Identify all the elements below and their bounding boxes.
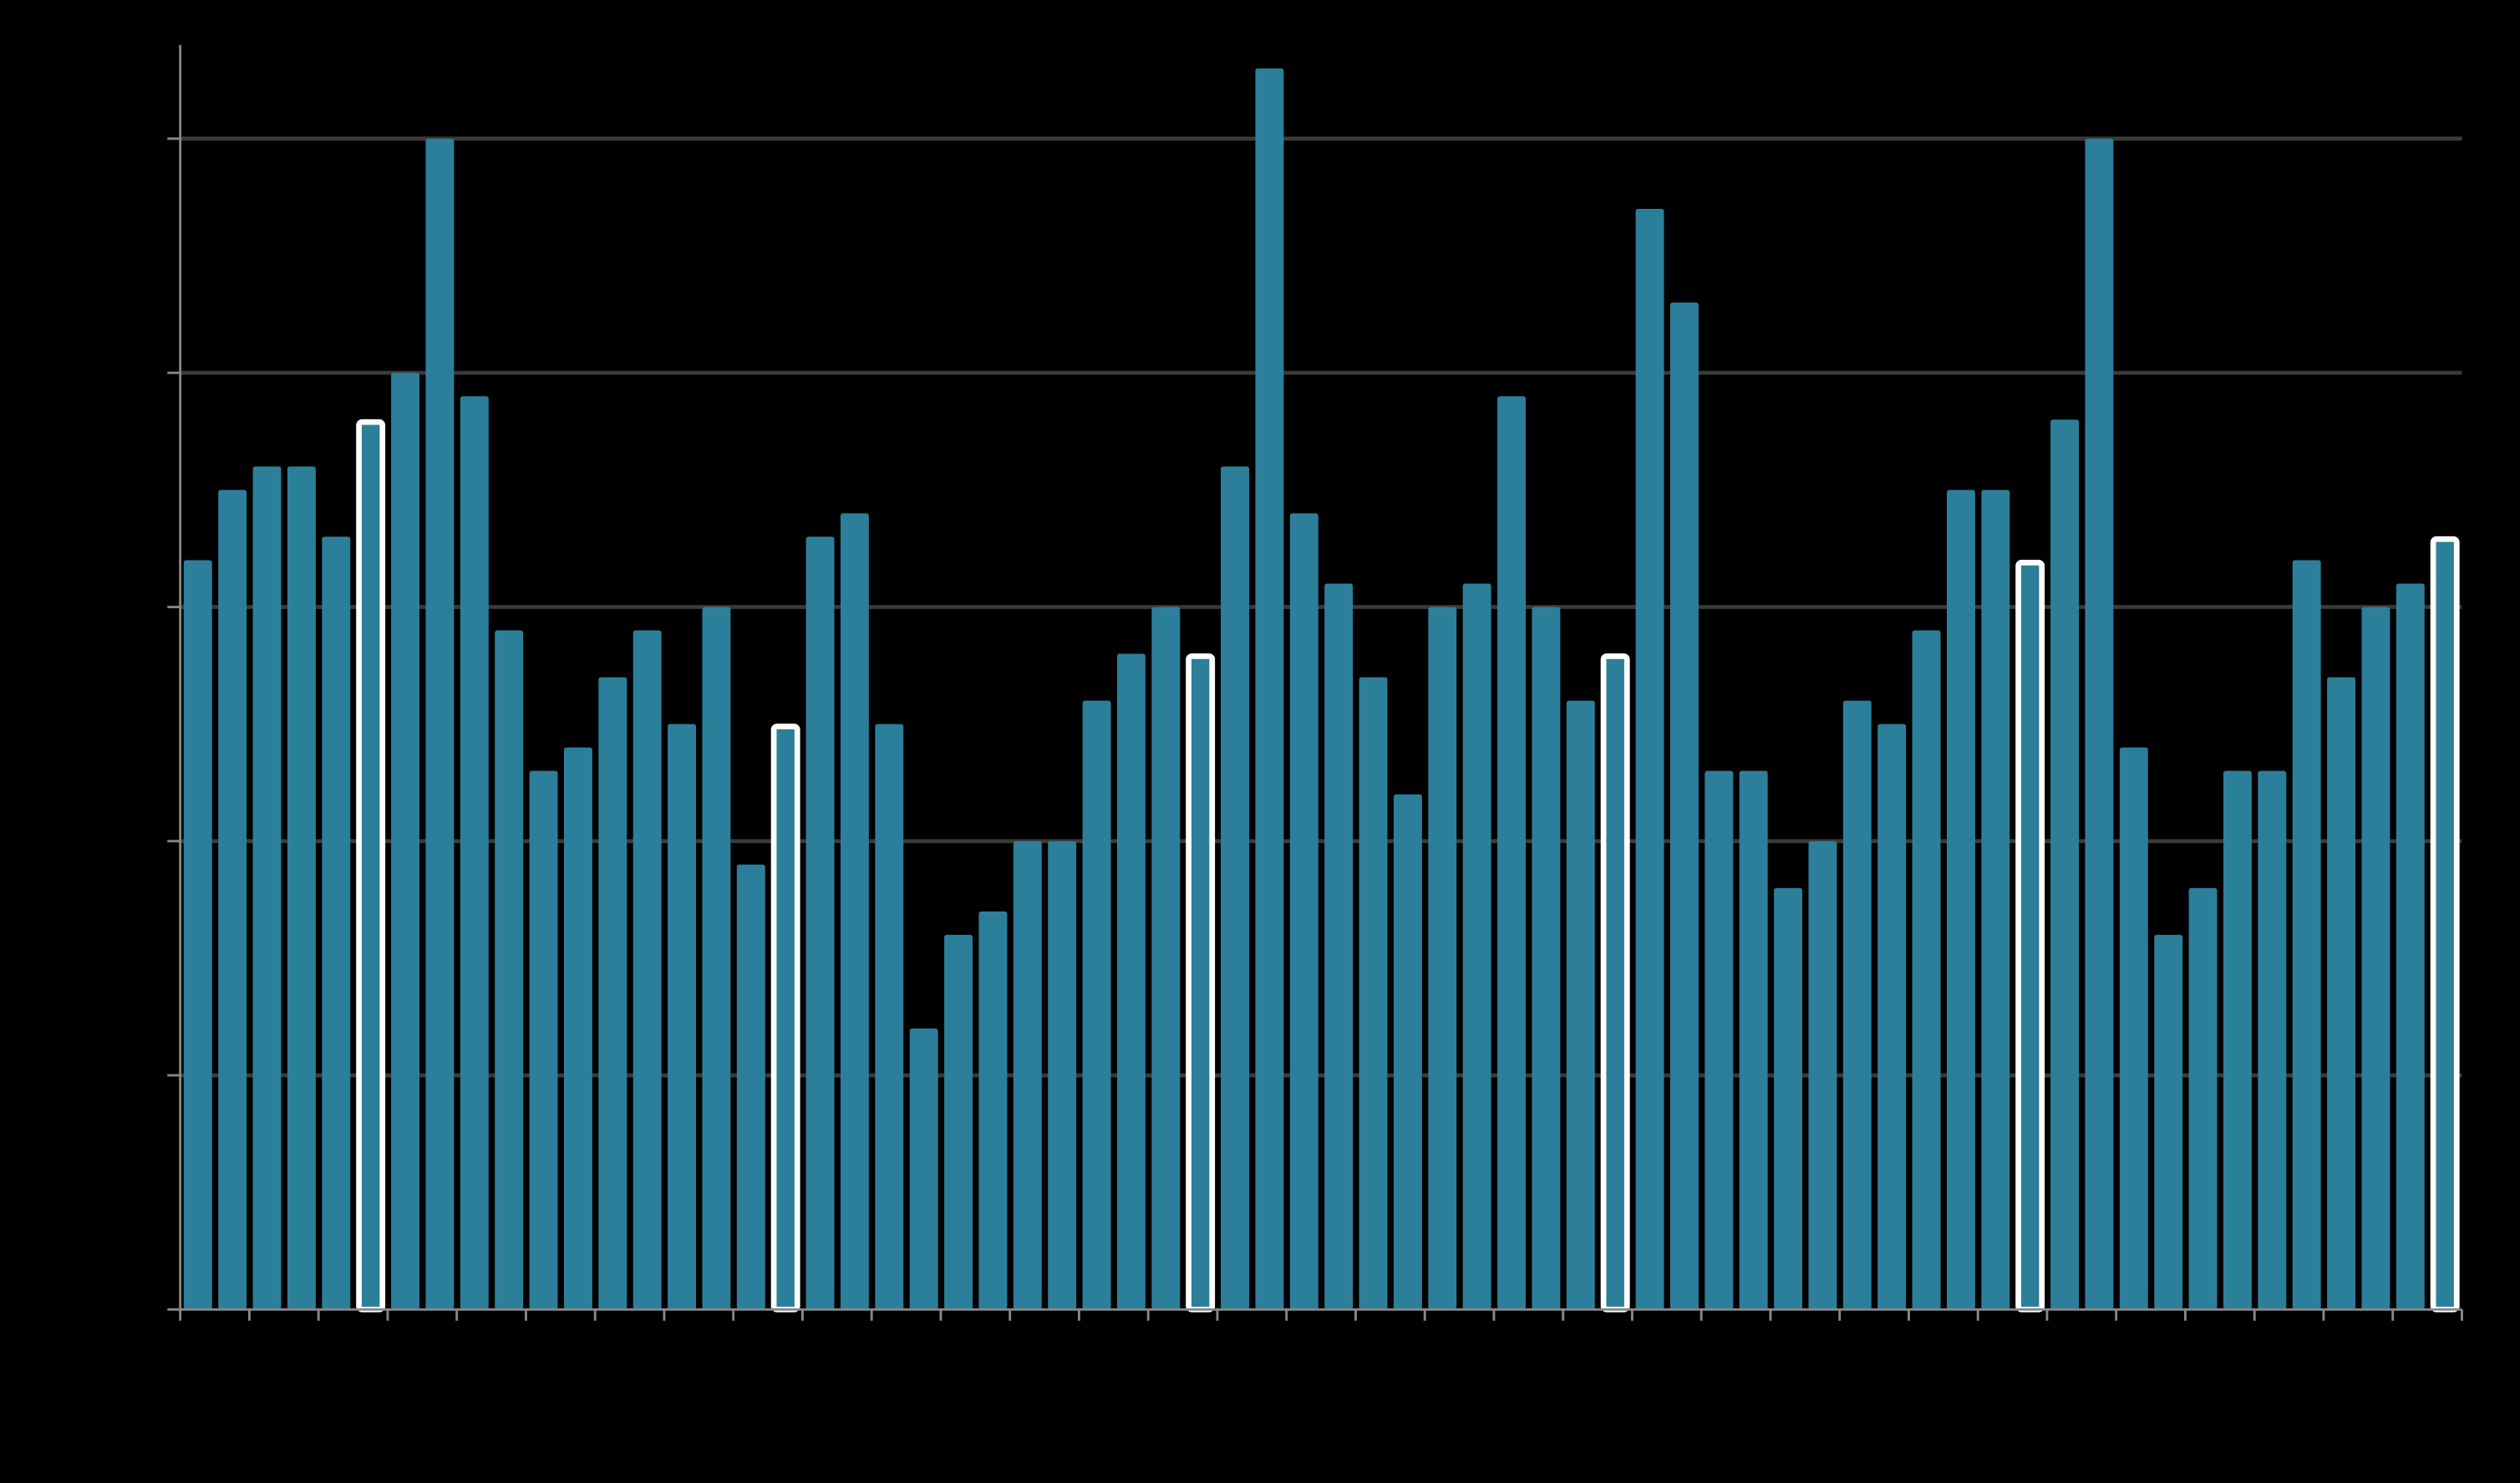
bar [1289, 513, 1318, 1310]
bar [252, 466, 282, 1310]
bar [1428, 607, 1457, 1310]
bar [1393, 794, 1422, 1310]
bar [944, 934, 973, 1310]
bar [1566, 700, 1595, 1310]
bar [495, 630, 524, 1310]
bar [1324, 583, 1354, 1310]
bar [598, 677, 627, 1310]
bar [1669, 302, 1699, 1310]
bar [322, 536, 351, 1310]
bar [1912, 630, 1941, 1310]
bar [1048, 841, 1077, 1310]
bar [1774, 887, 1803, 1310]
bar [1600, 653, 1630, 1313]
bar [1877, 724, 1907, 1310]
bar [2015, 559, 2045, 1313]
bar [1946, 490, 1975, 1310]
bar [770, 724, 800, 1313]
bar [909, 1028, 938, 1310]
bar [529, 770, 558, 1310]
bar [736, 864, 765, 1310]
bar [2050, 419, 2080, 1310]
bar [460, 396, 489, 1310]
bar [1186, 653, 1216, 1313]
grid [180, 136, 2462, 1078]
bar [218, 490, 247, 1310]
bar [2119, 747, 2148, 1310]
bar [1151, 607, 1181, 1310]
bar [1497, 396, 1527, 1310]
bar [2430, 536, 2460, 1313]
axes [167, 44, 2463, 1321]
bar [1013, 841, 1042, 1310]
bar [2396, 583, 2425, 1310]
bar [1981, 490, 2010, 1310]
bar [1842, 700, 1872, 1310]
bar [875, 724, 904, 1310]
bar [563, 747, 592, 1310]
bar [2292, 560, 2321, 1310]
bar [2154, 934, 2183, 1310]
bar [425, 138, 455, 1310]
bar [668, 724, 697, 1310]
bar [2258, 770, 2287, 1310]
bar [183, 560, 212, 1310]
bar [1635, 209, 1664, 1310]
bar [1359, 677, 1388, 1310]
bar [1116, 653, 1146, 1310]
bar [2223, 770, 2252, 1310]
bar [391, 373, 420, 1310]
bar [1221, 466, 1250, 1310]
bar [2361, 607, 2390, 1310]
bar [805, 536, 835, 1310]
bar [1532, 607, 1561, 1310]
bar [1808, 841, 1837, 1310]
bar [1255, 68, 1284, 1310]
bar [702, 607, 731, 1310]
bar [840, 513, 869, 1310]
bar [356, 419, 386, 1313]
bar [1705, 770, 1734, 1310]
bar [2085, 138, 2114, 1310]
bar [1082, 700, 1111, 1310]
bar [287, 466, 316, 1310]
bar [2327, 677, 2356, 1310]
bar [2188, 887, 2218, 1310]
bars [183, 68, 2460, 1313]
bar [978, 911, 1008, 1310]
bar [1462, 583, 1491, 1310]
bar [633, 630, 662, 1310]
bar [1739, 770, 1768, 1310]
